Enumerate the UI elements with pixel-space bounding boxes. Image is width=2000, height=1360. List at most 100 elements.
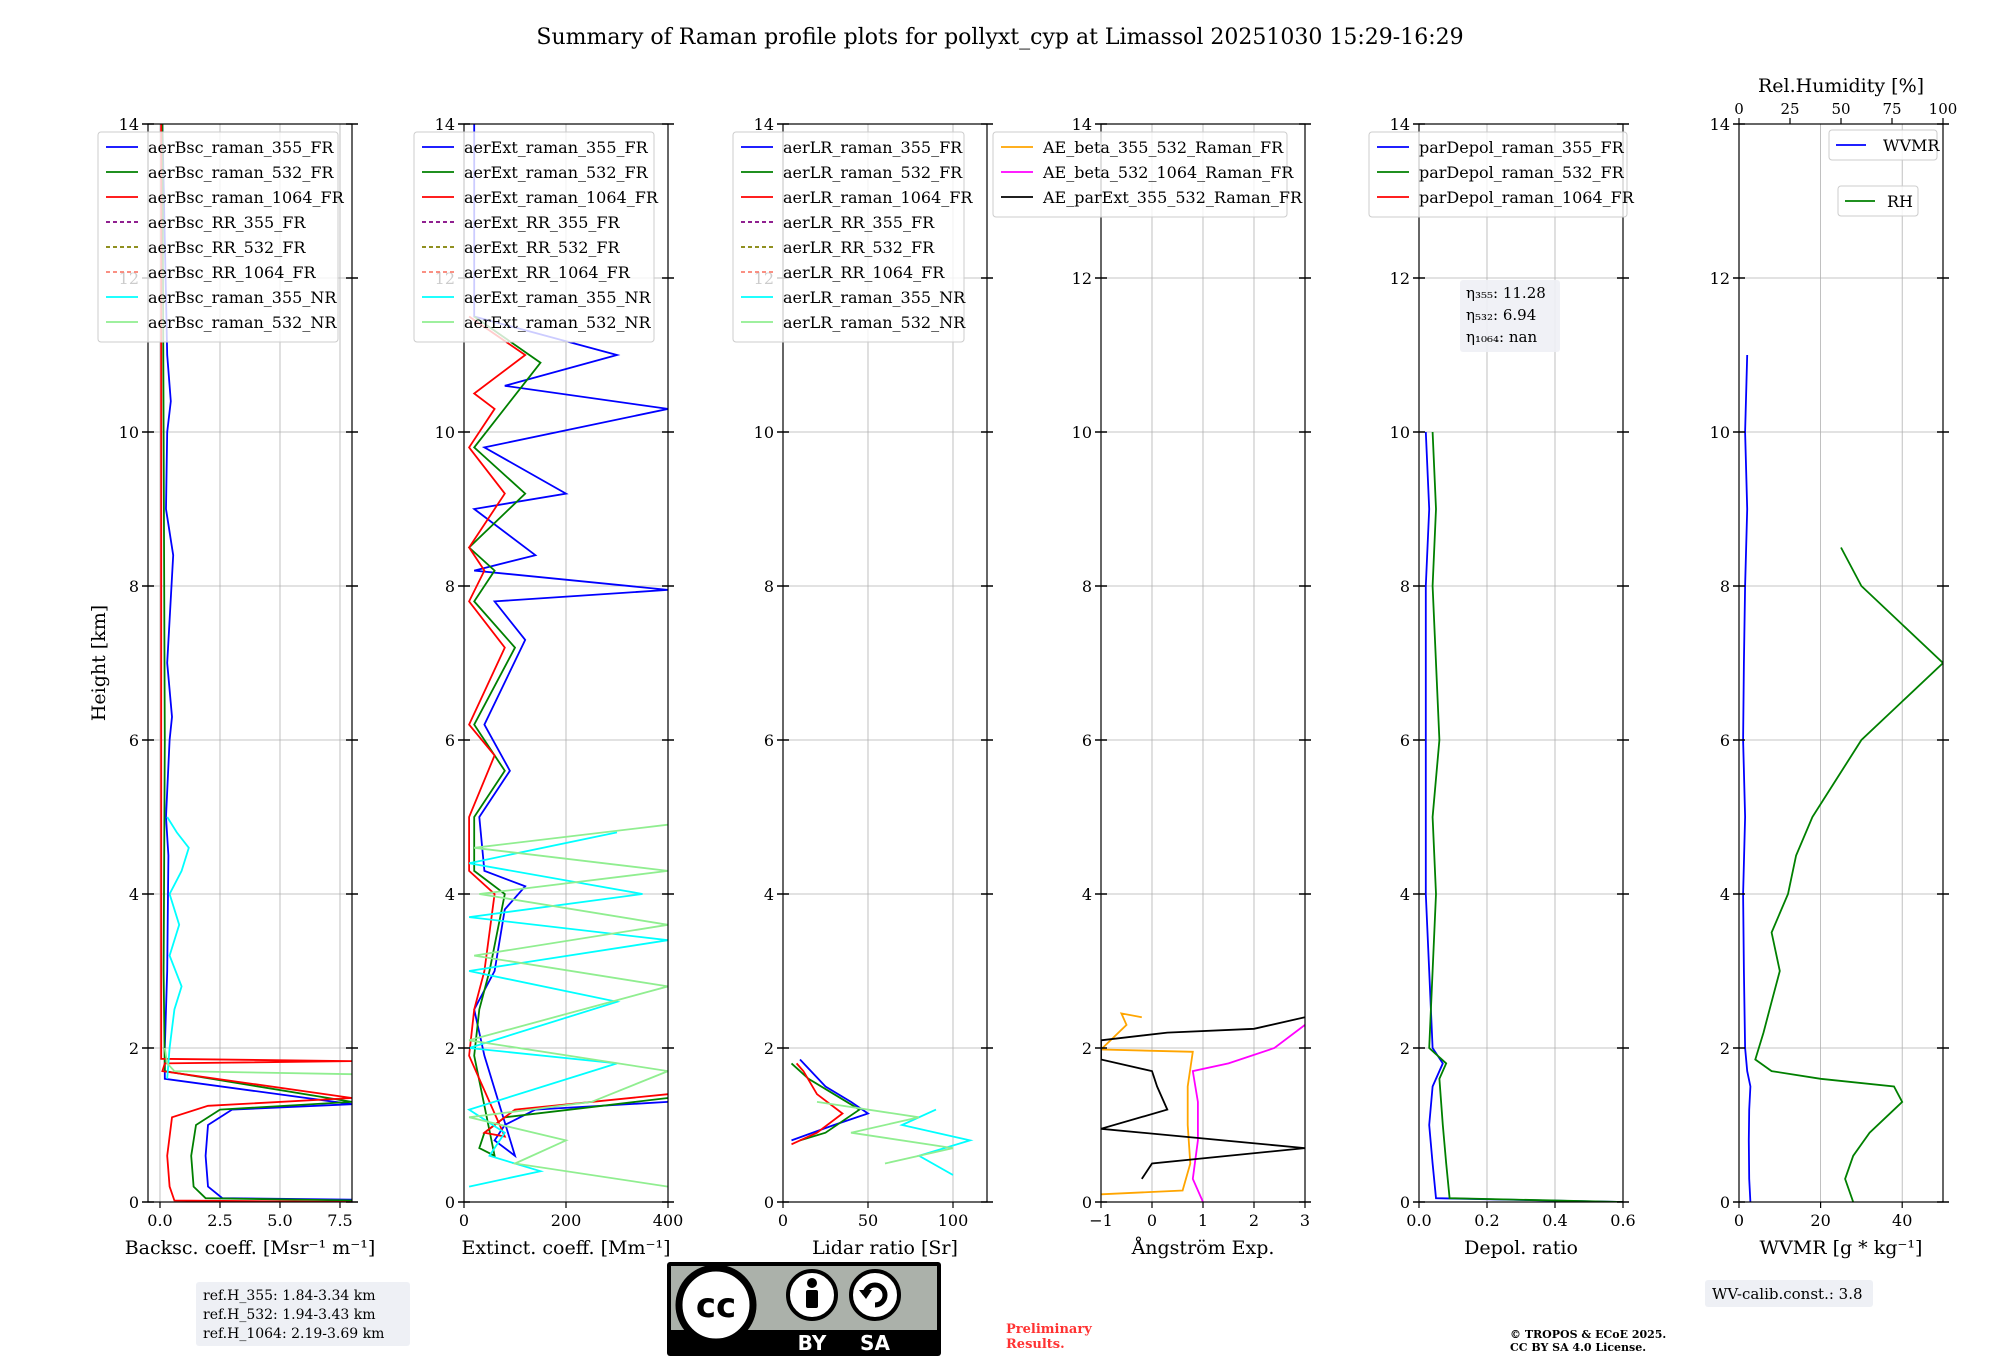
axes-frame (1738, 123, 1944, 1203)
eta-label: η₃₅₅: 11.28 (1466, 284, 1546, 302)
top-xtick-label: 75 (1882, 100, 1901, 118)
ytick-label: 2 (1400, 1039, 1410, 1058)
xtick-label: 20 (1810, 1211, 1830, 1230)
legend-label: aerBsc_RR_355_FR (148, 213, 306, 232)
cc-by-sa-badge: cc BY SA (667, 1262, 941, 1356)
xtick-label: 0 (459, 1211, 469, 1230)
legend-label: aerExt_raman_355_NR (464, 288, 652, 307)
panel-extinction: 024681012140200400Extinct. coeff. [Mm⁻¹]… (413, 115, 684, 1259)
legend-label: RH (1887, 192, 1913, 211)
ytick-label: 0 (445, 1193, 455, 1212)
legend-angstrom: AE_beta_355_532_Raman_FR AE_beta_532_1064… (992, 131, 1303, 218)
series-WVMR (1742, 354, 1752, 1202)
xtick-label: 0.0 (147, 1211, 172, 1230)
xtick-label: 0.6 (1610, 1211, 1635, 1230)
series-AE_parExt_355_532_Raman_FR (1101, 1016, 1305, 1180)
ref-height-532: ref.H_532: 1.94-3.43 km (203, 1307, 376, 1323)
xtick-label: 200 (551, 1211, 582, 1230)
series-group (466, 124, 668, 1188)
legend-label: parDepol_raman_1064_FR (1419, 188, 1635, 207)
legend-label: aerLR_raman_355_FR (783, 138, 963, 157)
ytick-label: 10 (119, 423, 139, 442)
legend-label: aerBsc_raman_532_NR (148, 313, 337, 332)
legend-label: parDepol_raman_532_FR (1419, 163, 1625, 182)
ytick-label: 12 (1710, 269, 1730, 288)
ref-height-355: ref.H_355: 1.84-3.34 km (203, 1288, 376, 1304)
ytick-label: 8 (764, 577, 774, 596)
ytick-label: 14 (435, 115, 455, 134)
series-parDepol_raman_355_FR (1424, 431, 1623, 1202)
ytick-label: 0 (764, 1193, 774, 1212)
legend-label: aerBsc_raman_532_FR (148, 163, 334, 182)
panel-depol: 0 2 4 6 8 10 12 14 0.0 0.2 0.4 0.6 Depol. ratio parDe… (1368, 115, 1636, 1259)
ytick-label: 10 (1710, 423, 1730, 442)
series-group (1424, 431, 1623, 1202)
wv-calib-text: WV-calib.const.: 3.8 (1712, 1285, 1863, 1303)
series-aerExt_raman_532_FR (467, 315, 668, 1158)
xtick-label: 40 (1892, 1211, 1912, 1230)
ytick-label: 4 (1400, 885, 1410, 904)
ytick-label: 8 (1720, 577, 1730, 596)
top-xtick-label: 25 (1780, 100, 1799, 118)
xtick-label: 0.0 (1406, 1211, 1431, 1230)
legend-label: aerLR_raman_355_NR (783, 288, 966, 307)
by-label: BY (798, 1331, 827, 1355)
ytick-label: 4 (445, 885, 455, 904)
ytick-label: 14 (119, 115, 139, 134)
xtick-label: 0 (778, 1211, 788, 1230)
ytick-label: 6 (1082, 731, 1092, 750)
xaxis-label: Backsc. coeff. [Msr⁻¹ m⁻¹] (125, 1237, 376, 1259)
xtick-label: 400 (653, 1211, 684, 1230)
panel-lidar_ratio: 02468101214050100Lidar ratio [Sr]aerLR_r… (732, 115, 993, 1259)
legend-label: aerExt_RR_532_FR (464, 238, 621, 257)
xaxis-label: WVMR [g * kg⁻¹] (1760, 1237, 1923, 1259)
xtick-label: 5.0 (267, 1211, 292, 1230)
cc-logo-icon (675, 1264, 757, 1346)
xtick-label: 50 (858, 1211, 878, 1230)
legend-wvmr: WVMR (1828, 129, 1940, 161)
ytick-label: 10 (435, 423, 455, 442)
series-parDepol_raman_532_FR (1428, 431, 1623, 1202)
ytick-label: 4 (1720, 885, 1730, 904)
axes-frame (782, 123, 988, 1203)
ytick-label: 4 (129, 885, 139, 904)
copyright-line2: CC BY SA 4.0 License. (1510, 1341, 1646, 1354)
legend-label: aerBsc_raman_1064_FR (148, 188, 345, 207)
series-group (160, 124, 352, 1202)
legend-extinction: aerExt_raman_355_FR aerExt_raman_532_FRae… (413, 131, 659, 343)
legend-label: aerExt_RR_1064_FR (464, 263, 631, 282)
xtick-label: 0.2 (1474, 1211, 1499, 1230)
xtick-label: 1 (1198, 1211, 1208, 1230)
ytick-label: 0 (129, 1193, 139, 1212)
series-group (1742, 354, 1943, 1202)
series-AE_beta_532_1064_Raman_FR (1191, 1024, 1305, 1202)
legend-label: aerLR_RR_355_FR (783, 213, 935, 232)
xaxis-label: Depol. ratio (1464, 1237, 1578, 1259)
yaxis-label: Height [km] (88, 605, 110, 721)
xtick-label: 7.5 (327, 1211, 352, 1230)
series-aerExt_raman_355_FR (471, 124, 668, 1159)
legend-label: aerBsc_raman_355_FR (148, 138, 334, 157)
eta-label: η₁₀₆₄: nan (1466, 328, 1537, 346)
series-aerBsc_raman_532_FR (161, 124, 352, 1202)
ytick-label: 0 (1720, 1193, 1730, 1212)
xaxis-label: Lidar ratio [Sr] (812, 1237, 958, 1259)
legend-label: aerBsc_RR_1064_FR (148, 263, 317, 282)
ytick-label: 6 (129, 731, 139, 750)
legend-label: WVMR (1883, 136, 1940, 155)
legend-label: aerLR_RR_1064_FR (783, 263, 945, 282)
ytick-label: 8 (445, 577, 455, 596)
legend-label: aerLR_RR_532_FR (783, 238, 935, 257)
series-group (790, 1058, 974, 1176)
xtick-label: 2 (1249, 1211, 1259, 1230)
series-aerBsc_raman_355_NR (166, 816, 190, 1079)
axes-frame (1418, 123, 1624, 1203)
legend-label: aerLR_raman_532_FR (783, 163, 963, 182)
ref-height-box: ref.H_355: 1.84-3.34 km ref.H_532: 1.94-… (196, 1282, 410, 1346)
legend-lidar_ratio: aerLR_raman_355_FR aerLR_raman_532_FR aerL… (732, 131, 973, 343)
preliminary-line2: Results. (1006, 1337, 1065, 1352)
legend-label: parDepol_raman_355_FR (1419, 138, 1625, 157)
